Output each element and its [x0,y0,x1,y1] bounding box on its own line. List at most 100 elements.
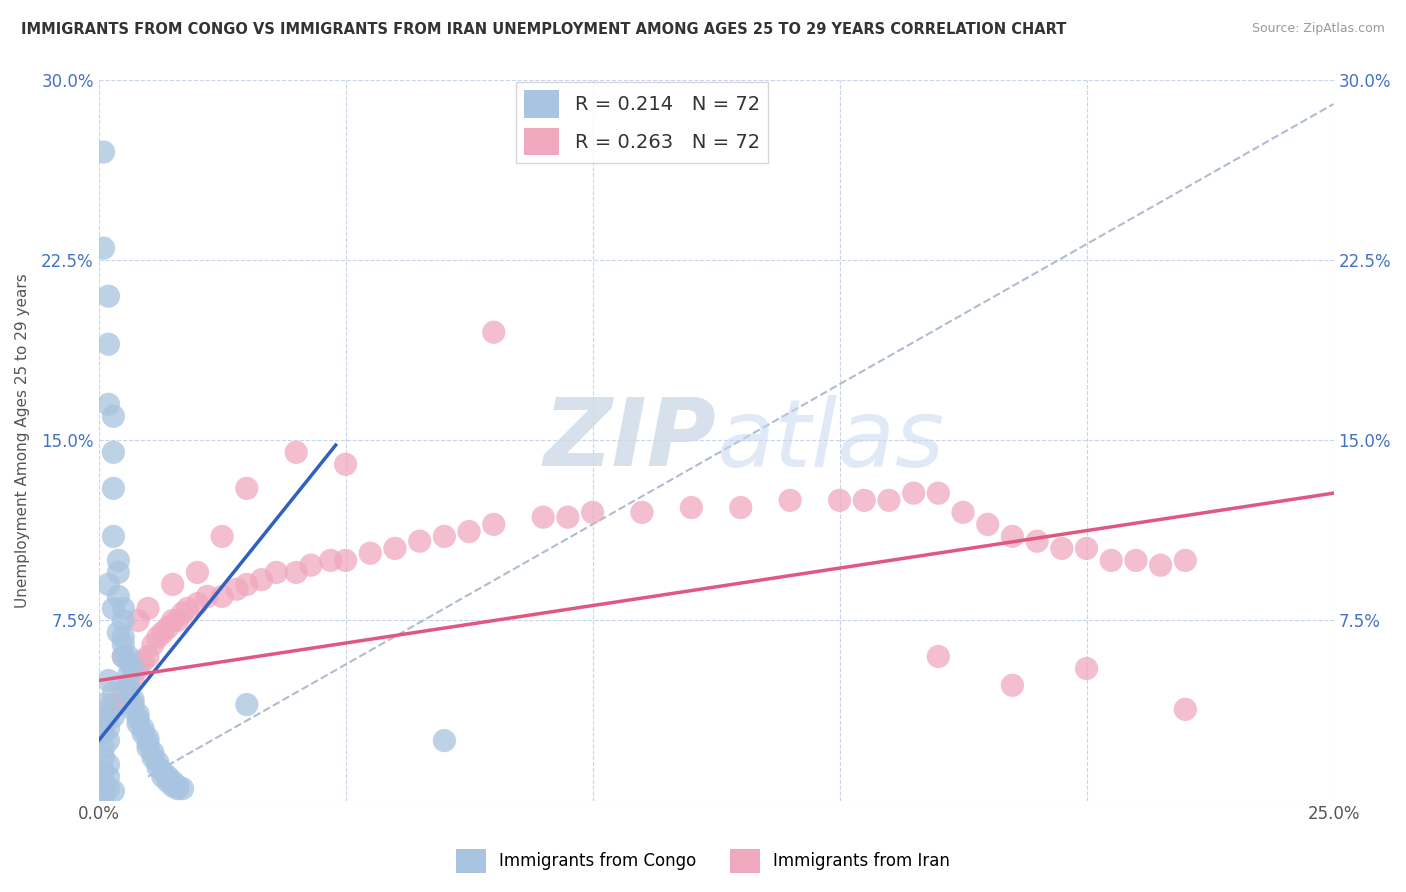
Point [236,481,259,495]
Point [112,638,135,652]
Point [107,698,129,712]
Text: ZIP: ZIP [543,394,716,486]
Point [162,577,184,591]
Point [93,714,115,729]
Point [162,774,184,789]
Point [1149,558,1171,573]
Point [1076,661,1098,675]
Point [112,649,135,664]
Point [1174,553,1197,567]
Point [952,505,974,519]
Point [1125,553,1147,567]
Point [1076,541,1098,556]
Point [977,517,1000,532]
Point [730,500,752,515]
Point [162,779,184,793]
Point [482,325,505,339]
Y-axis label: Unemployment Among Ages 25 to 29 years: Unemployment Among Ages 25 to 29 years [15,273,30,607]
Point [211,590,233,604]
Point [927,649,949,664]
Point [112,614,135,628]
Point [166,781,188,796]
Point [122,692,145,706]
Point [433,529,456,543]
Point [112,685,135,699]
Point [877,493,900,508]
Point [250,573,273,587]
Point [384,541,406,556]
Point [828,493,851,508]
Point [136,740,159,755]
Point [186,597,208,611]
Point [93,764,115,779]
Point [93,779,115,793]
Point [97,337,120,351]
Point [319,553,342,567]
Point [146,755,169,769]
Point [93,774,115,789]
Point [97,781,120,796]
Point [132,722,155,736]
Point [136,736,159,750]
Point [482,517,505,532]
Point [107,590,129,604]
Point [97,733,120,747]
Point [103,445,125,459]
Point [156,774,179,789]
Point [127,614,149,628]
Point [211,529,233,543]
Point [142,750,165,764]
Point [557,510,579,524]
Point [266,566,288,580]
Point [225,582,247,597]
Point [97,722,120,736]
Point [136,649,159,664]
Point [236,577,259,591]
Point [117,654,139,668]
Point [122,702,145,716]
Point [97,289,120,303]
Point [1174,702,1197,716]
Point [117,678,139,692]
Point [127,716,149,731]
Text: Source: ZipAtlas.com: Source: ZipAtlas.com [1251,22,1385,36]
Point [285,566,308,580]
Legend: Immigrants from Congo, Immigrants from Iran: Immigrants from Congo, Immigrants from I… [450,842,956,880]
Point [1001,678,1024,692]
Point [127,707,149,722]
Point [97,702,120,716]
Point [146,760,169,774]
Point [97,709,120,723]
Point [107,625,129,640]
Point [681,500,703,515]
Point [103,698,125,712]
Point [107,566,129,580]
Point [97,757,120,772]
Point [93,740,115,755]
Point [581,505,603,519]
Point [285,445,308,459]
Point [93,726,115,740]
Point [1099,553,1122,567]
Point [112,649,135,664]
Point [103,481,125,495]
Point [142,638,165,652]
Point [97,577,120,591]
Point [172,781,194,796]
Point [136,731,159,746]
Point [127,661,149,675]
Point [176,601,198,615]
Point [152,770,174,784]
Text: IMMIGRANTS FROM CONGO VS IMMIGRANTS FROM IRAN UNEMPLOYMENT AMONG AGES 25 TO 29 Y: IMMIGRANTS FROM CONGO VS IMMIGRANTS FROM… [21,22,1067,37]
Point [93,145,115,159]
Point [103,784,125,798]
Point [132,654,155,668]
Point [117,669,139,683]
Point [117,685,139,699]
Point [93,750,115,764]
Point [236,698,259,712]
Point [93,786,115,800]
Point [335,458,357,472]
Text: atlas: atlas [716,395,945,486]
Point [903,486,925,500]
